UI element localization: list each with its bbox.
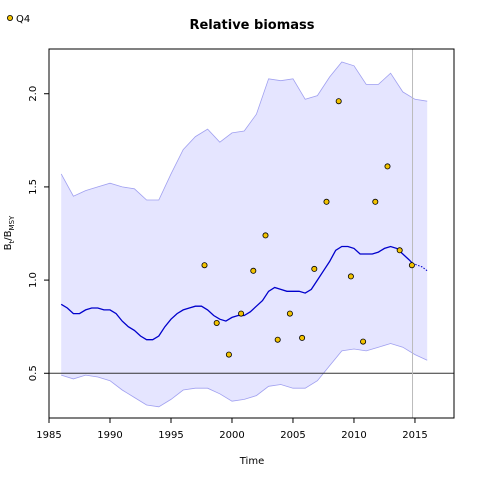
observation-point bbox=[360, 338, 367, 345]
observation-point bbox=[347, 273, 354, 280]
chart-title: Relative biomass bbox=[189, 18, 314, 33]
observation-point bbox=[335, 98, 342, 105]
x-tick-label: 1985 bbox=[36, 430, 61, 441]
upper-bound-line bbox=[60, 61, 428, 201]
observation-point bbox=[262, 232, 269, 239]
observation-point bbox=[384, 163, 391, 170]
x-axis: 1985 1990 1995 2000 2005 2010 2015 bbox=[36, 418, 428, 441]
y-axis-label-sub2: MSY bbox=[8, 215, 16, 230]
biomass-estimate-line bbox=[60, 245, 413, 341]
observation-point bbox=[274, 336, 281, 343]
x-tick-label: 2000 bbox=[219, 430, 244, 441]
legend: Q4 bbox=[7, 14, 30, 25]
observation-point bbox=[213, 319, 220, 326]
y-tick-label: 2.0 bbox=[28, 86, 39, 102]
y-axis-label-base: B bbox=[3, 243, 14, 250]
observation-point bbox=[250, 267, 257, 274]
observation-point bbox=[396, 247, 403, 254]
observation-point bbox=[201, 262, 208, 269]
observation-point bbox=[299, 334, 306, 341]
y-tick-label: 1.5 bbox=[28, 179, 39, 195]
plot-area bbox=[49, 49, 454, 418]
x-tick-label: 1990 bbox=[97, 430, 122, 441]
observation-point bbox=[323, 198, 330, 205]
y-tick-label: 0.5 bbox=[28, 365, 39, 381]
lower-bound-line bbox=[61, 343, 428, 408]
x-tick-label: 2010 bbox=[341, 430, 366, 441]
plot-frame bbox=[48, 48, 455, 419]
observation-point bbox=[372, 198, 379, 205]
x-tick-label: 2015 bbox=[402, 430, 427, 441]
observation-point bbox=[408, 262, 415, 269]
observation-point bbox=[311, 265, 318, 272]
observation-point bbox=[238, 310, 245, 317]
observation-point bbox=[225, 351, 232, 358]
x-tick-label: 1995 bbox=[158, 430, 183, 441]
legend-label: Q4 bbox=[16, 14, 30, 25]
legend-marker bbox=[7, 14, 13, 21]
y-tick-label: 1.0 bbox=[28, 272, 39, 288]
x-axis-label: Time bbox=[239, 456, 264, 467]
y-axis-label: Bt/BMSY bbox=[3, 215, 16, 250]
y-axis-label-mid: /B bbox=[3, 230, 14, 240]
x-tick-label: 2005 bbox=[280, 430, 305, 441]
y-axis: 0.5 1.0 1.5 2.0 bbox=[28, 86, 49, 381]
confidence-band bbox=[61, 62, 428, 407]
y-axis-label-sub1: t bbox=[8, 240, 16, 243]
observation-point bbox=[286, 310, 293, 317]
